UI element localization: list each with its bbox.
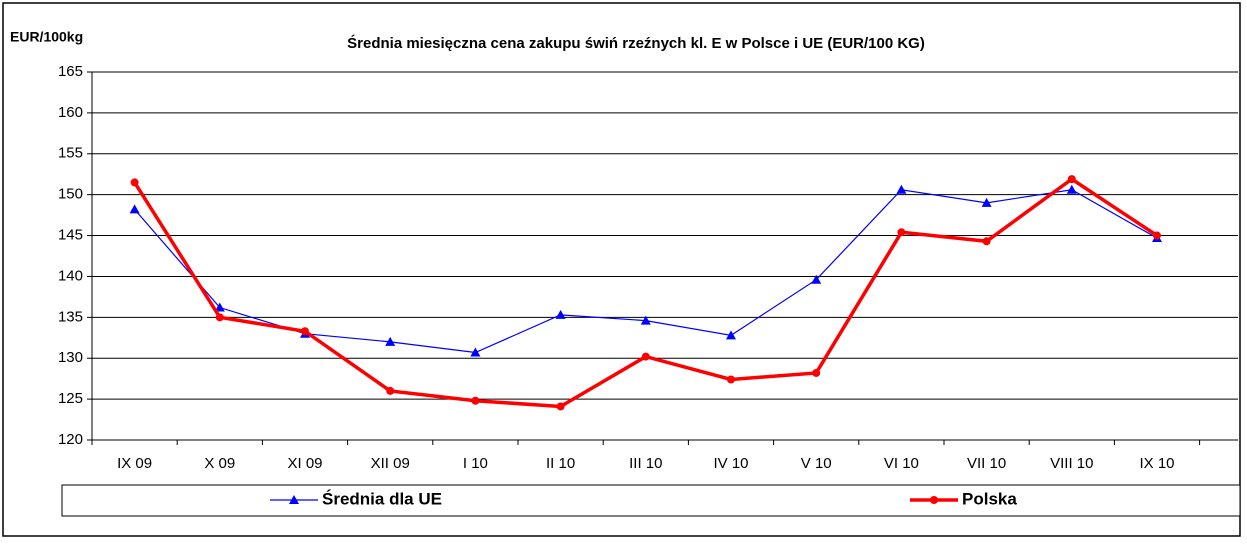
data-point [130,178,139,187]
data-point [386,386,395,395]
y-tick-label: 165 [58,63,83,80]
y-tick-label: 120 [58,431,83,448]
data-point [129,204,140,214]
data-point [301,327,309,336]
data-point [214,302,225,312]
x-tick-label: I 10 [463,455,488,472]
y-tick-label: 155 [58,145,83,162]
y-tick-label: 125 [58,390,83,407]
legend-marker [289,495,299,504]
data-point [727,375,735,384]
y-tick-label: 130 [58,349,83,366]
data-point [1067,175,1076,184]
y-tick-label: 145 [58,227,83,244]
data-point [897,228,906,237]
x-tick-label: VIII 10 [1050,455,1093,472]
data-point [641,352,650,361]
data-point [640,315,651,325]
data-point [470,347,481,357]
y-tick-label: 150 [58,186,83,203]
data-point [1153,231,1161,240]
data-point [1066,184,1077,194]
legend-label: Polska [962,489,1017,508]
x-tick-label: IX 10 [1139,455,1174,472]
data-point [981,197,992,207]
legend-label: Średnia dla UE [322,489,442,508]
data-point [385,336,396,346]
data-point [896,184,907,194]
data-point [215,313,224,322]
data-point [726,330,736,340]
x-tick-label: III 10 [629,455,662,472]
data-point [982,237,991,246]
x-tick-label: V 10 [801,455,832,472]
x-tick-label: II 10 [546,455,575,472]
y-tick-label: 135 [58,308,83,325]
data-point [811,274,822,284]
data-point [812,368,821,377]
data-point [556,402,565,411]
x-tick-label: IV 10 [713,455,748,472]
x-tick-label: IX 09 [117,455,152,472]
y-tick-label: 160 [58,104,83,121]
legend-marker [930,496,938,504]
legend-box [61,484,1241,517]
x-tick-label: XII 09 [371,455,410,472]
data-point [471,396,480,405]
x-tick-label: XI 09 [287,455,322,472]
chart-frame [2,2,1241,537]
x-tick-label: X 09 [204,455,235,472]
x-tick-label: VI 10 [884,455,919,472]
data-point [555,309,566,319]
y-tick-label: 140 [58,267,83,284]
chart-title: Średnia miesięczna cena zakupu świń rzeź… [347,34,925,52]
x-tick-label: VII 10 [967,455,1006,472]
y-axis-label: EUR/100kg [10,29,83,45]
